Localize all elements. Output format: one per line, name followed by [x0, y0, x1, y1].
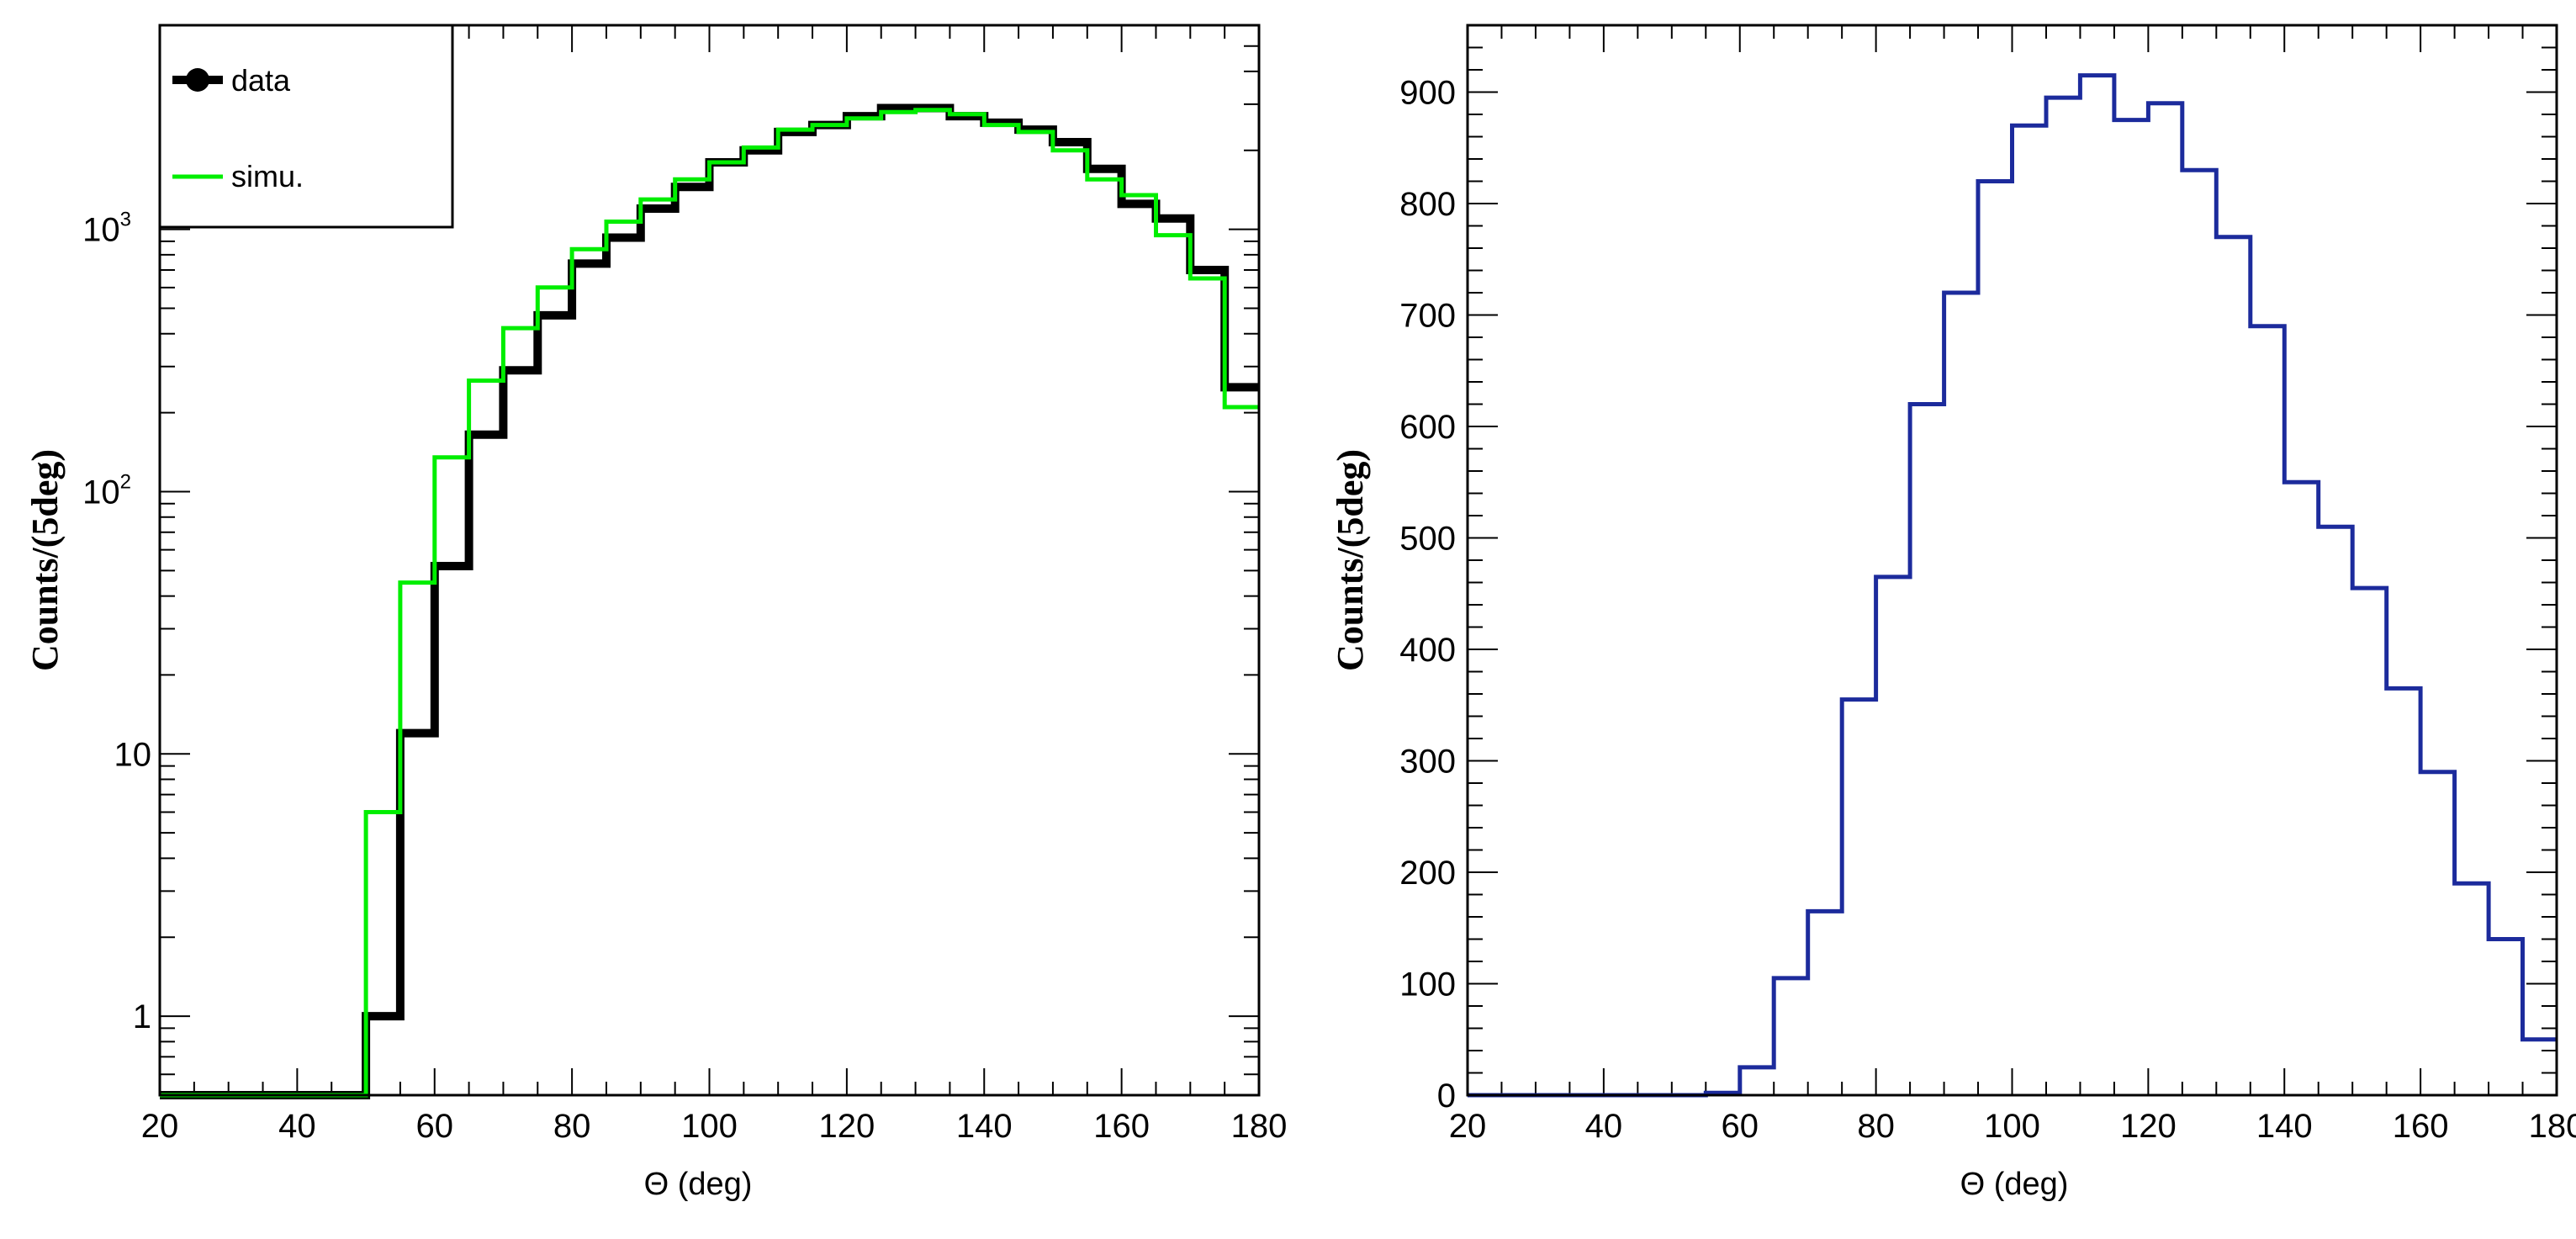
y-tick-base: 10	[82, 474, 120, 511]
x-tick-label: 100	[1984, 1108, 2040, 1145]
left-x-axis-title: Θ (deg)	[644, 1167, 753, 1202]
y-tick-label: 102	[82, 470, 131, 511]
y-tick-label: 700	[1399, 298, 1456, 335]
x-tick-label: 160	[2393, 1108, 2449, 1145]
x-tick-label: 160	[1093, 1108, 1150, 1145]
y-tick-label: 10	[114, 736, 152, 773]
x-tick-label: 120	[2120, 1108, 2177, 1145]
series-step-line	[1468, 73, 2557, 1098]
x-tick-label: 100	[681, 1108, 738, 1145]
x-tick-label: 40	[278, 1108, 316, 1145]
x-tick-label: 80	[553, 1108, 591, 1145]
x-tick-label: 60	[416, 1108, 454, 1145]
left-plot-frame	[158, 24, 1261, 1097]
y-tick-label: 400	[1399, 632, 1456, 669]
y-tick-exponent: 3	[120, 209, 131, 231]
left-x-tick-labels: 20 40 60 80 100 120 140 160 180	[141, 1108, 1288, 1145]
x-tick-label: 140	[2256, 1108, 2313, 1145]
y-tick-base: 10	[82, 212, 120, 249]
chart-right-linear: 20 40 60 80 100 120 140 160 180 0 100 200 300 400 500…	[1330, 24, 2576, 1202]
x-tick-label: 140	[956, 1108, 1013, 1145]
x-tick-label: 20	[141, 1108, 179, 1145]
legend-simu-label: simu.	[231, 159, 304, 193]
right-tickmarks	[1467, 25, 2557, 1096]
legend-data-marker	[186, 68, 209, 92]
right-x-tick-labels: 20 40 60 80 100 120 140 160 180	[1449, 1108, 2576, 1145]
y-tick-label: 900	[1399, 75, 1456, 112]
y-tick-label: 103	[82, 209, 131, 249]
x-tick-label: 40	[1585, 1108, 1623, 1145]
series-simu-step-line	[160, 108, 1259, 1098]
y-tick-label: 500	[1399, 521, 1456, 558]
y-tick-label: 200	[1399, 855, 1456, 892]
y-tick-label: 800	[1399, 186, 1456, 223]
x-tick-label: 120	[819, 1108, 875, 1145]
legend: data simu.	[158, 24, 454, 229]
right-x-axis-title: Θ (deg)	[1960, 1167, 2069, 1202]
x-tick-label: 60	[1722, 1108, 1759, 1145]
y-tick-label: 300	[1399, 744, 1456, 781]
right-y-tick-labels: 0 100 200 300 400 500 600 700 800 900	[1399, 75, 1456, 1115]
y-tick-label: 0	[1437, 1078, 1456, 1115]
x-tick-label: 20	[1449, 1108, 1487, 1145]
y-tick-label: 600	[1399, 409, 1456, 446]
legend-box	[158, 24, 454, 229]
right-series-group	[1468, 73, 2557, 1098]
y-tick-base: 1	[133, 998, 151, 1035]
left-series-group	[160, 103, 1259, 1099]
right-plot-frame	[1466, 24, 2558, 1097]
x-tick-label: 180	[1231, 1108, 1288, 1145]
y-tick-label: 1	[133, 998, 151, 1035]
y-tick-base: 10	[114, 736, 152, 773]
y-tick-label: 100	[1399, 966, 1456, 1003]
right-y-axis-title: Counts/(5deg)	[1330, 449, 1371, 671]
y-tick-exponent: 2	[120, 470, 131, 493]
left-y-axis-title: Counts/(5deg)	[24, 449, 66, 671]
x-tick-label: 80	[1857, 1108, 1895, 1145]
legend-data-label: data	[231, 63, 291, 98]
x-tick-label: 180	[2529, 1108, 2576, 1145]
